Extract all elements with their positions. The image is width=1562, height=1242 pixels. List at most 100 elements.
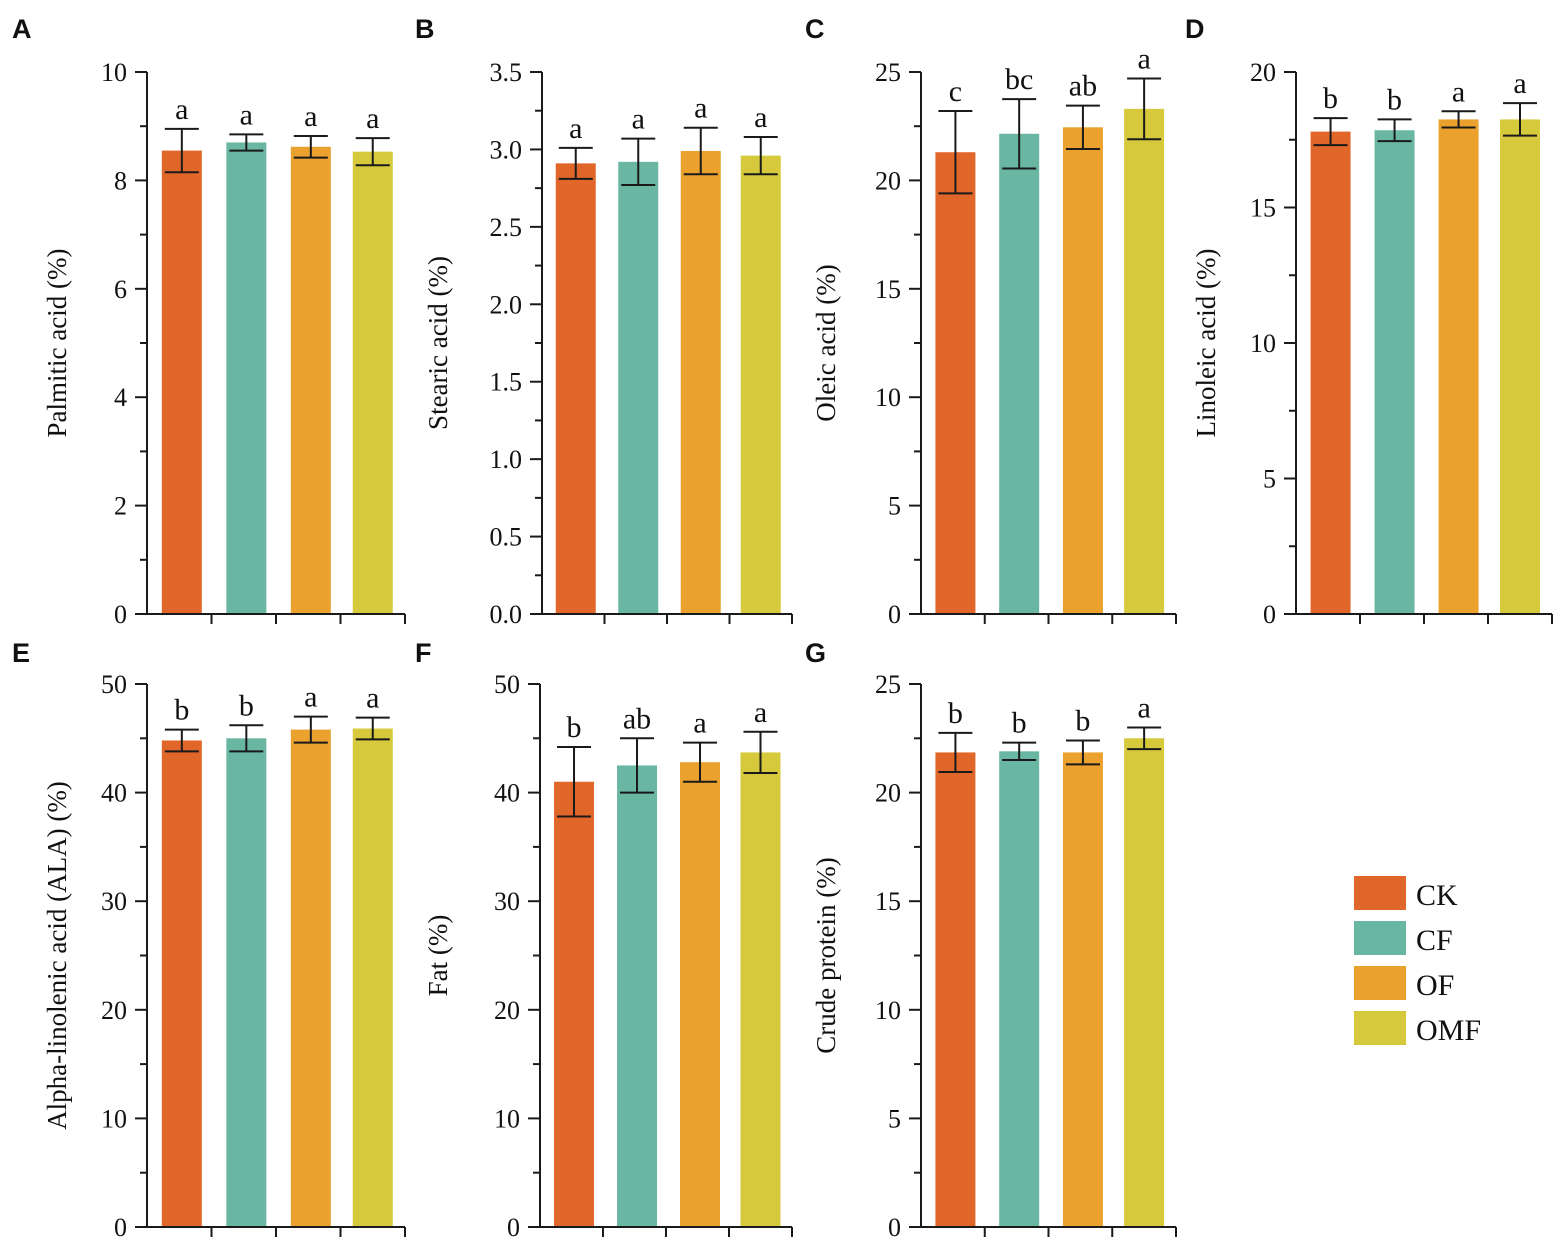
y-tick-label: 10 — [101, 58, 127, 87]
bar-omf — [352, 151, 393, 614]
bar-of — [680, 150, 721, 614]
y-tick-label: 2.5 — [490, 213, 523, 242]
error-bar — [164, 728, 199, 753]
legend-swatch-cf — [1354, 921, 1406, 955]
panel-d: D Linoleic acid (%) b b a a 0 5 10 15 20 — [1185, 14, 1553, 629]
y-axis-label: Palmitic acid (%) — [42, 249, 72, 438]
error-bar — [1377, 118, 1412, 143]
error-bar — [1441, 110, 1476, 129]
y-axis-label: Alpha-linolenic acid (ALA) (%) — [42, 781, 72, 1130]
significance-letter: a — [1513, 67, 1526, 100]
error-bar — [1127, 77, 1162, 141]
y-tick-label: 50 — [101, 670, 127, 699]
y-tick-label: 20 — [494, 996, 520, 1025]
y-tick-label: 40 — [494, 779, 520, 808]
significance-letter: a — [366, 682, 379, 715]
y-tick-label: 3.0 — [490, 135, 523, 164]
error-bar — [743, 730, 778, 775]
y-tick-label: 20 — [101, 996, 127, 1025]
error-bar — [1503, 102, 1537, 137]
y-tick-label: 10 — [101, 1104, 127, 1133]
bar-cf — [617, 765, 658, 1227]
significance-letter: a — [304, 681, 317, 714]
error-bar — [355, 716, 390, 741]
significance-letter: b — [567, 711, 582, 744]
bar-of — [290, 729, 331, 1227]
y-tick-label: 1.5 — [490, 368, 523, 397]
error-bar — [1313, 117, 1348, 147]
y-axis-label: Linoleic acid (%) — [1191, 249, 1221, 438]
error-bar — [1002, 741, 1037, 762]
panel-label: G — [805, 638, 826, 668]
error-bar — [293, 715, 328, 744]
y-tick-label: 10 — [494, 1104, 520, 1133]
significance-letter: b — [1012, 707, 1027, 740]
y-tick-label: 10 — [875, 996, 901, 1025]
panel-label: D — [1185, 14, 1205, 44]
panel-label: A — [12, 14, 32, 44]
significance-letter: b — [1323, 82, 1338, 115]
panel-f: F Fat (%) b ab a a 0 10 20 30 40 50 — [415, 638, 793, 1242]
y-tick-label: 1.0 — [490, 445, 523, 474]
panel-c: C Oleic acid (%) c bc ab a 0 5 10 15 20 25 — [805, 14, 1177, 629]
legend-label-cf: CF — [1416, 924, 1453, 957]
legend-label-ck: CK — [1416, 879, 1458, 912]
bar-of — [1062, 127, 1103, 614]
y-tick-label: 0 — [507, 1213, 520, 1242]
bar-cf — [1374, 130, 1415, 614]
y-tick-label: 6 — [114, 275, 127, 304]
bar-cf — [226, 142, 267, 614]
error-bar — [1065, 739, 1100, 766]
bar-omf — [1124, 108, 1165, 614]
bar-omf — [740, 155, 781, 614]
error-bar — [938, 731, 973, 773]
y-tick-label: 20 — [1250, 58, 1276, 87]
panel-label: E — [12, 638, 30, 668]
panel-b: B Stearic acid (%) a a a a 0.0 0.5 1.0 1.5 2.0 2.5 3… — [415, 14, 793, 629]
y-tick-label: 5 — [888, 1104, 901, 1133]
significance-letter: a — [569, 112, 582, 145]
y-tick-label: 10 — [875, 383, 901, 412]
error-bar — [164, 127, 199, 174]
significance-letter: b — [948, 697, 963, 730]
bar-omf — [352, 728, 393, 1227]
error-bar — [620, 737, 655, 794]
bar-cf — [999, 133, 1040, 614]
panel-label: C — [805, 14, 825, 44]
error-bar — [355, 137, 390, 167]
bar-of — [1438, 119, 1479, 615]
y-tick-label: 30 — [101, 887, 127, 916]
y-tick-label: 0.0 — [490, 600, 523, 629]
significance-letter: a — [304, 100, 317, 133]
legend-label-omf: OMF — [1416, 1014, 1481, 1047]
significance-letter: a — [754, 101, 767, 134]
bar-cf — [226, 738, 267, 1227]
error-bar — [1065, 104, 1100, 150]
legend-label-of: OF — [1416, 969, 1454, 1002]
y-tick-label: 8 — [114, 166, 127, 195]
significance-letter: a — [240, 98, 253, 131]
y-tick-label: 2.0 — [490, 290, 523, 319]
significance-letter: a — [632, 103, 645, 136]
bar-cf — [999, 751, 1040, 1227]
bar-omf — [740, 752, 781, 1227]
significance-letter: a — [694, 92, 707, 125]
bar-cf — [618, 161, 659, 614]
bar-omf — [1500, 119, 1540, 615]
panel-label: B — [415, 14, 435, 44]
significance-letter: b — [174, 694, 189, 727]
bar-of — [1062, 752, 1103, 1227]
y-tick-label: 15 — [875, 887, 901, 916]
y-tick-label: 10 — [1250, 329, 1276, 358]
y-tick-label: 0 — [1263, 600, 1276, 629]
bar-omf — [1124, 738, 1165, 1227]
bar-ck — [161, 740, 202, 1227]
y-tick-label: 20 — [875, 779, 901, 808]
y-tick-label: 30 — [494, 887, 520, 916]
y-tick-label: 25 — [875, 670, 901, 699]
legend: CK CF OF OMF — [1354, 876, 1481, 1047]
significance-letter: a — [366, 102, 379, 135]
y-axis-label: Crude protein (%) — [811, 857, 841, 1053]
panel-label: F — [415, 638, 432, 668]
